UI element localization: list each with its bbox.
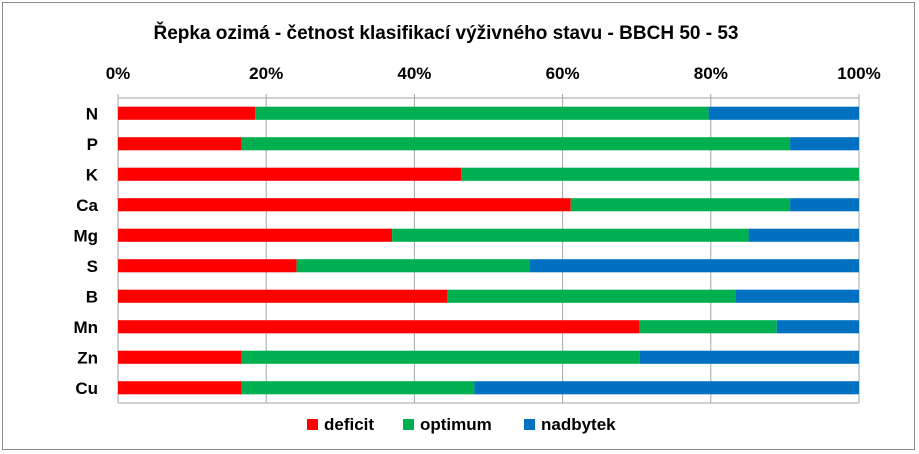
category-label-Ca: Ca	[76, 196, 98, 215]
x-tick-label: 40%	[397, 64, 431, 83]
legend-label-optimum: optimum	[420, 415, 492, 434]
bar-P-nadbytek	[790, 137, 859, 151]
bar-Mg-deficit	[118, 228, 393, 242]
bar-Ca-optimum	[570, 198, 791, 212]
bar-N-nadbytek	[708, 106, 859, 120]
category-label-Cu: Cu	[75, 379, 98, 398]
bar-S-deficit	[118, 259, 297, 273]
bar-Mn-deficit	[118, 320, 640, 334]
bar-K-optimum	[461, 167, 859, 181]
bar-Zn-optimum	[241, 350, 640, 364]
category-label-Mn: Mn	[73, 318, 98, 337]
x-tick-label: 80%	[694, 64, 728, 83]
legend-swatch-optimum	[403, 419, 414, 430]
bar-S-nadbytek	[529, 259, 859, 273]
x-tick-label: 20%	[249, 64, 283, 83]
x-axis-ticks: 0% 20% 40% 60% 80% 100%	[106, 64, 881, 83]
category-label-Mg: Mg	[73, 226, 98, 245]
chart-title: Řepka ozimá - četnost klasifikací výživn…	[154, 22, 739, 44]
bar-Cu-optimum	[241, 381, 475, 395]
category-label-P: P	[87, 135, 98, 154]
bar-N-deficit	[118, 106, 256, 120]
x-tick-label: 100%	[837, 64, 880, 83]
bar-Ca-nadbytek	[790, 198, 859, 212]
bar-P-deficit	[118, 137, 242, 151]
category-label-S: S	[87, 257, 98, 276]
bar-B-nadbytek	[735, 289, 859, 303]
bar-Ca-deficit	[118, 198, 571, 212]
x-tick-label: 60%	[546, 64, 580, 83]
bar-S-optimum	[296, 259, 530, 273]
bar-Mn-optimum	[639, 320, 777, 334]
legend-swatch-deficit	[307, 419, 318, 430]
legend: deficit optimum nadbytek	[307, 415, 616, 434]
bar-P-optimum	[241, 137, 791, 151]
legend-swatch-nadbytek	[524, 419, 535, 430]
x-tick-label: 0%	[106, 64, 131, 83]
bars	[118, 106, 859, 395]
bar-Zn-nadbytek	[639, 350, 859, 364]
bar-Cu-deficit	[118, 381, 242, 395]
bar-Mg-optimum	[392, 228, 749, 242]
bar-N-optimum	[255, 106, 709, 120]
bar-Mg-nadbytek	[748, 228, 859, 242]
legend-label-nadbytek: nadbytek	[541, 415, 616, 434]
category-labels: NPK Ca Mg SB Mn Zn Cu	[73, 104, 98, 398]
stacked-bar-chart: Řepka ozimá - četnost klasifikací výživn…	[73, 22, 881, 434]
category-label-K: K	[86, 165, 99, 184]
category-label-B: B	[86, 287, 98, 306]
bar-K-deficit	[118, 167, 462, 181]
category-label-N: N	[86, 104, 98, 123]
bar-B-deficit	[118, 289, 448, 303]
bar-Zn-deficit	[118, 350, 242, 364]
bar-B-optimum	[447, 289, 736, 303]
legend-label-deficit: deficit	[324, 415, 374, 434]
category-label-Zn: Zn	[77, 348, 98, 367]
bar-Cu-nadbytek	[474, 381, 859, 395]
bar-Mn-nadbytek	[776, 320, 859, 334]
